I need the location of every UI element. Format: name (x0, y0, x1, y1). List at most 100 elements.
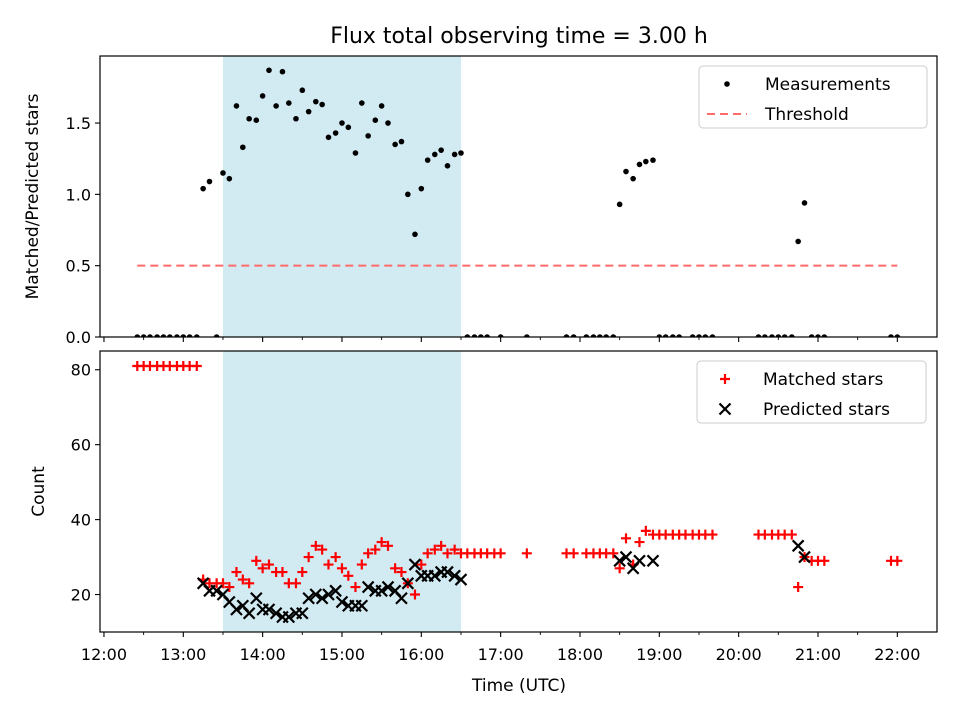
matched-star-point (568, 548, 579, 559)
legend-label: Predicted stars (763, 400, 890, 420)
matched-star-point (237, 574, 248, 585)
matched-star-point (793, 582, 804, 593)
measurement-point (259, 93, 266, 99)
measurement-point (432, 151, 438, 158)
matched-star-point (409, 589, 420, 600)
measurement-point (213, 334, 220, 337)
predicted-star-point (296, 606, 309, 620)
matched-star-point (819, 555, 830, 566)
matched-star-point (356, 559, 367, 570)
matched-star-point (396, 567, 407, 578)
measurement-point (193, 334, 200, 337)
matched-star-point (786, 529, 797, 540)
y-tick-label: 60 (71, 436, 91, 455)
measurement-point (894, 334, 901, 337)
predicted-star-point (355, 599, 369, 613)
measurement-point (200, 185, 206, 192)
matched-star-point (422, 548, 433, 559)
measurement-point (325, 134, 332, 141)
predicted-star-point (262, 603, 276, 616)
bottom-axes-frame (99, 350, 938, 633)
matched-star-point (191, 360, 202, 371)
measurement-point (676, 334, 682, 337)
x-tick-label: 19:00 (636, 645, 682, 664)
y-tick-label: 0.0 (66, 328, 91, 347)
predicted-star-point (361, 580, 375, 594)
x-tick-label: 15:00 (319, 645, 365, 664)
measurement-point (240, 144, 246, 151)
matched-star-point (277, 567, 288, 578)
x-tick-label: 17:00 (478, 645, 524, 664)
matched-star-point (231, 567, 242, 578)
measurement-point (524, 334, 530, 337)
measurement-point (478, 334, 484, 337)
matched-star-point (376, 537, 387, 548)
measurement-point (702, 334, 709, 337)
measurement-point (636, 161, 643, 168)
measurement-point (616, 201, 623, 208)
measurement-point (299, 87, 306, 94)
measurement-point (359, 100, 365, 106)
legend-box (698, 65, 928, 129)
measurement-point (392, 141, 398, 148)
measurement-point (769, 334, 775, 337)
measurement-point (709, 334, 716, 337)
x-tick-label: 12:00 (81, 645, 127, 664)
predicted-star-point (408, 558, 422, 571)
measurement-point (656, 334, 663, 337)
top-axes-frame (99, 55, 938, 338)
x-tick-label: 22:00 (874, 645, 920, 664)
matched-star-point (370, 544, 381, 555)
measurement-point (603, 334, 609, 337)
matched-star-point (310, 540, 321, 551)
measurement-point (438, 147, 444, 153)
measurement-point (662, 334, 669, 337)
matched-star-point (634, 537, 645, 548)
x-tick-label: 18:00 (557, 645, 603, 664)
measurement-point (418, 185, 425, 192)
matched-star-point (429, 544, 440, 555)
predicted-star-point (646, 554, 660, 568)
predicted-star-point (798, 550, 811, 564)
top-y-ticks: 0.0 0.5 1.0 1.5 (66, 114, 100, 347)
matched-star-point (290, 578, 301, 589)
matched-star-point (363, 548, 374, 559)
x-axis-label: Time (UTC) (471, 676, 566, 696)
predicted-star-point (619, 550, 633, 564)
measurement-point (689, 334, 696, 337)
predicted-star-point (315, 592, 329, 605)
measurement-point (444, 163, 451, 169)
shaded-region (222, 351, 461, 632)
predicted-star-point (454, 573, 468, 586)
y-tick-label: 80 (71, 361, 91, 380)
x-tick-label: 21:00 (795, 645, 841, 664)
measurement-point (220, 170, 226, 176)
measurement-point (497, 334, 504, 337)
matched-star-point (217, 578, 228, 589)
matched-star-point (343, 570, 354, 581)
predicted-star-point (633, 554, 646, 568)
measurement-point (226, 175, 233, 182)
matched-star-point (257, 563, 268, 574)
predicted-star-point (329, 584, 342, 598)
bottom-y-axis-label: Count (29, 466, 49, 517)
measurement-point (570, 334, 577, 337)
measurement-point (451, 151, 458, 158)
measurement-point (352, 150, 359, 156)
y-tick-label: 20 (71, 586, 91, 605)
measurement-point (312, 98, 319, 105)
matched-star-point (707, 529, 718, 540)
measurement-point (134, 334, 141, 337)
measurement-point (305, 108, 312, 115)
measurement-point (583, 334, 590, 337)
measurement-point (180, 334, 187, 337)
legend-label: Measurements (765, 75, 891, 95)
measurement-point (563, 334, 570, 337)
matched-star-point (495, 548, 506, 559)
predicted-star-point (302, 592, 315, 605)
predicted-star-point (395, 592, 408, 605)
measurement-point (398, 138, 405, 145)
matched-star-point (720, 374, 730, 384)
measurement-point (345, 124, 352, 131)
